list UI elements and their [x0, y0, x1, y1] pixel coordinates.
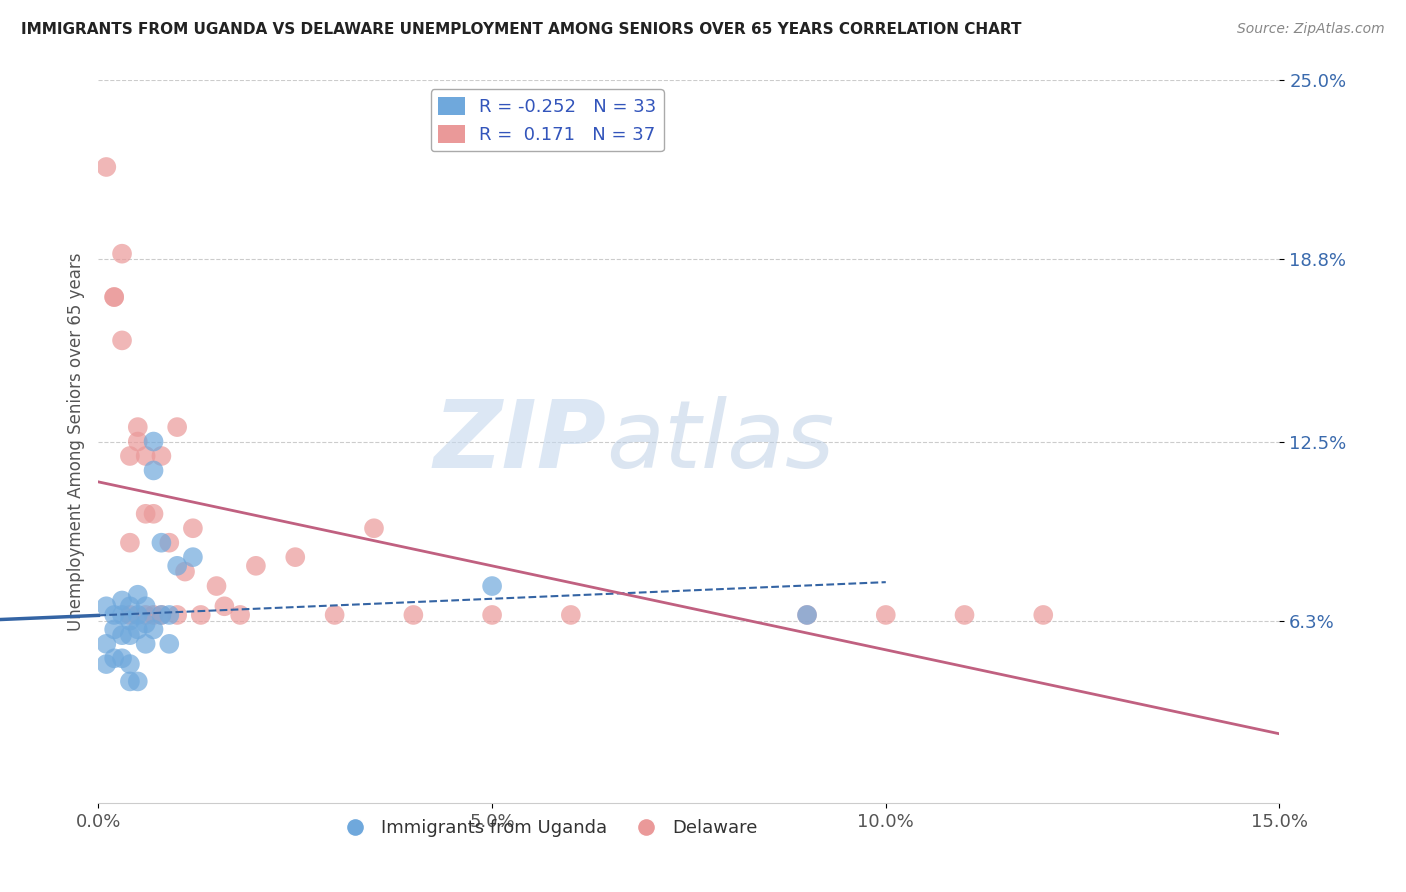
Point — [174, 565, 197, 579]
Point — [103, 651, 125, 665]
Point — [118, 599, 141, 614]
Point — [214, 599, 236, 614]
Point — [111, 628, 134, 642]
Point — [181, 550, 204, 565]
Point — [118, 449, 141, 463]
Point — [142, 623, 165, 637]
Point — [157, 637, 180, 651]
Point — [402, 607, 425, 622]
Point — [229, 607, 252, 622]
Text: IMMIGRANTS FROM UGANDA VS DELAWARE UNEMPLOYMENT AMONG SENIORS OVER 65 YEARS CORR: IMMIGRANTS FROM UGANDA VS DELAWARE UNEMP… — [21, 22, 1022, 37]
Point — [481, 607, 503, 622]
Point — [142, 434, 165, 449]
Point — [127, 420, 149, 434]
Point — [96, 599, 118, 614]
Point — [1032, 607, 1054, 622]
Point — [166, 607, 188, 622]
Point — [96, 637, 118, 651]
Point — [135, 507, 157, 521]
Point — [150, 535, 173, 549]
Point — [323, 607, 346, 622]
Y-axis label: Unemployment Among Seniors over 65 years: Unemployment Among Seniors over 65 years — [66, 252, 84, 631]
Legend: Immigrants from Uganda, Delaware: Immigrants from Uganda, Delaware — [330, 812, 765, 845]
Point — [135, 607, 157, 622]
Text: Source: ZipAtlas.com: Source: ZipAtlas.com — [1237, 22, 1385, 37]
Point — [111, 334, 134, 348]
Point — [96, 657, 118, 671]
Point — [103, 290, 125, 304]
Point — [111, 607, 134, 622]
Point — [284, 550, 307, 565]
Point — [181, 521, 204, 535]
Point — [127, 434, 149, 449]
Point — [142, 507, 165, 521]
Point — [103, 623, 125, 637]
Point — [111, 246, 134, 260]
Point — [103, 607, 125, 622]
Point — [190, 607, 212, 622]
Point — [150, 607, 173, 622]
Point — [142, 463, 165, 477]
Point — [118, 614, 141, 628]
Point — [111, 593, 134, 607]
Point — [118, 607, 141, 622]
Point — [118, 674, 141, 689]
Point — [363, 521, 385, 535]
Point — [135, 599, 157, 614]
Point — [157, 607, 180, 622]
Point — [150, 607, 173, 622]
Text: atlas: atlas — [606, 396, 835, 487]
Point — [127, 623, 149, 637]
Point — [875, 607, 897, 622]
Point — [135, 616, 157, 631]
Point — [135, 449, 157, 463]
Point — [166, 420, 188, 434]
Point — [127, 674, 149, 689]
Point — [157, 535, 180, 549]
Point — [118, 628, 141, 642]
Point — [205, 579, 228, 593]
Point — [103, 290, 125, 304]
Point — [96, 160, 118, 174]
Point — [481, 579, 503, 593]
Point — [166, 558, 188, 573]
Point — [111, 651, 134, 665]
Point — [796, 607, 818, 622]
Point — [142, 607, 165, 622]
Text: ZIP: ZIP — [433, 395, 606, 488]
Point — [150, 449, 173, 463]
Point — [953, 607, 976, 622]
Point — [127, 588, 149, 602]
Point — [560, 607, 582, 622]
Point — [135, 637, 157, 651]
Point — [118, 657, 141, 671]
Point — [796, 607, 818, 622]
Point — [245, 558, 267, 573]
Point — [118, 535, 141, 549]
Point — [127, 607, 149, 622]
